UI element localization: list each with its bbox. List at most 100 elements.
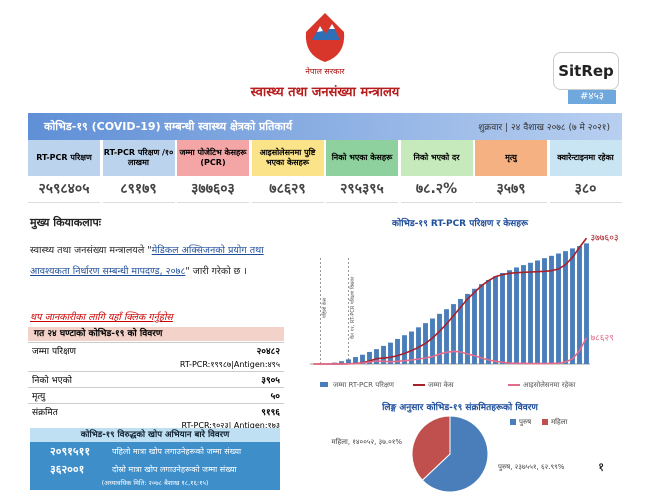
- table-row: निको भएको ३९०५: [28, 371, 284, 388]
- card-label: आइसोलेसनमा पुष्टि भएका केसहरू: [251, 140, 324, 176]
- legend-swatch: [320, 382, 328, 387]
- pie-title: लिङ्ग अनुसार कोभिड-१९ संक्रमितहरूको विवर…: [382, 403, 538, 413]
- vaccine-count: २०९१५११: [50, 444, 91, 458]
- row-label: निको भएको: [32, 376, 72, 386]
- card-value: २५९८४०५: [28, 176, 100, 203]
- card-label: निको भएका केसहरू: [326, 140, 398, 176]
- stat-card: आइसोलेसनमा पुष्टि भएका केसहरू ७८६२९: [251, 140, 324, 204]
- card-label: RT-PCR परिक्षण /१० लाखमा: [102, 140, 175, 176]
- link[interactable]: मेडिकल अक्सिजनको प्रयोग तथा आवश्यकता निर…: [30, 245, 264, 277]
- card-label: जम्मा पोजेटिभ केसहरू (PCR): [177, 140, 249, 176]
- bar: [444, 309, 449, 364]
- bar: [584, 243, 589, 364]
- bar: [514, 267, 519, 364]
- bar: [374, 349, 379, 364]
- pie-slice: [411, 415, 451, 481]
- bar: [465, 293, 470, 364]
- pie-label: पुरुष, २३७५५१, ६२.९९%: [498, 463, 565, 471]
- stat-card: क्वारेन्टाइनमा रहेका ३८०: [549, 140, 622, 204]
- bar: [395, 338, 400, 364]
- bar: [388, 342, 393, 364]
- line: [313, 337, 588, 365]
- row-value: ३९०५: [261, 376, 280, 386]
- banner-title: कोभिड-१९ (COVID-19) सम्बन्धी स्वास्थ्य क…: [44, 120, 293, 133]
- vaccine-title: कोभिड-१९ विरुद्धको खोप अभियान बारे विवरण: [30, 428, 280, 442]
- pie-label: महिला, १४००५२, ३७.०१%: [332, 437, 403, 446]
- pie-slice: [421, 415, 489, 493]
- row-value: ९१९६: [261, 408, 280, 418]
- legend-swatch: [510, 419, 516, 425]
- text: स्वास्थ्य तथा जनसंख्या मन्त्रालयले ": [30, 245, 152, 256]
- bar: [437, 313, 442, 364]
- sitrep-badge: SitRep: [553, 52, 619, 90]
- legend-swatch: [542, 419, 548, 425]
- bar: [451, 304, 456, 364]
- card-value: ३५७९: [475, 176, 547, 203]
- table-row: संक्रमित ९१९६: [28, 403, 284, 420]
- card-value: ७८.२%: [400, 176, 473, 203]
- value-label: ३७७६०३: [591, 234, 619, 244]
- card-value: ३७७६०३: [177, 176, 249, 203]
- vaccine-note: (अध्यावधिक मिति: २०७८ बैशाख १८,१६:१५): [101, 479, 209, 487]
- bar: [409, 331, 414, 364]
- bar: [556, 253, 561, 364]
- vaccine-row: २०९१५११ पहिलो मात्रा खोप लगाउनेहरूको जम्म…: [30, 442, 280, 460]
- legend-label: जम्मा केस: [428, 380, 454, 389]
- stat-card: निको भएका केसहरू २९५३९५: [326, 140, 398, 204]
- bar: [367, 351, 372, 364]
- row-value: २०४८२: [256, 347, 280, 357]
- bar: [353, 357, 358, 364]
- banner-date: शुक्रवार | २४ वैशाख २०७८ (७ मे २०२१): [478, 123, 610, 133]
- stat-card: निको भएको दर ७८.२%: [400, 140, 473, 204]
- pie-chart: पुरुष महिला पुरुष, २३७५५१, ६२.९९% महिला, १४…: [332, 415, 567, 493]
- bar: [500, 273, 505, 364]
- legend-label: महिला: [551, 417, 567, 426]
- row-label: संक्रमित: [32, 408, 58, 418]
- bar: [577, 246, 582, 364]
- row-value: ५०: [270, 392, 280, 402]
- table-subrow: RT-PCR:१९९८७|Antigen:४९५: [28, 358, 284, 372]
- bar: [416, 327, 421, 364]
- vaccine-count: ३६२००१: [50, 462, 85, 476]
- bar: [381, 345, 386, 364]
- bar: [507, 270, 512, 364]
- page-number: १: [598, 460, 605, 474]
- row-sub: RT-PCR:९०२३| Antigen:१७३: [181, 421, 280, 430]
- chart-title: कोभिड-१९ RT-PCR परिक्षण र केसहरू: [391, 219, 529, 229]
- activities-heading: मुख्य कियाकलापः: [30, 216, 101, 229]
- bar: [486, 279, 491, 364]
- stat-card: RT-PCR परिक्षण २५९८४०५: [28, 140, 100, 204]
- stat-card: RT-PCR परिक्षण /१० लाखमा ८९१७९: [102, 140, 175, 204]
- table-row: जम्मा परिक्षण २०४८२: [28, 342, 284, 359]
- more-link[interactable]: थप जानकारीका लागि यहाँ क्लिक गर्नुहोस: [30, 312, 173, 323]
- card-label: RT-PCR परिक्षण: [28, 140, 100, 176]
- legend-label: जम्मा RT-PCR परिक्षण: [333, 380, 395, 389]
- bar: [472, 288, 477, 364]
- bar: [339, 361, 344, 364]
- card-label: निको भएको दर: [400, 140, 473, 176]
- text: " जारी गरेको छ ।: [185, 266, 247, 277]
- bar: [402, 335, 407, 364]
- activities-text: स्वास्थ्य तथा जनसंख्या मन्त्रालयले "मेडि…: [30, 240, 270, 282]
- stat-card: जम्मा पोजेटिभ केसहरू (PCR) ३७७६०३: [177, 140, 249, 204]
- value-label: ७८६२९: [591, 333, 614, 343]
- banner: कोभिड-१९ (COVID-19) सम्बन्धी स्वास्थ्य क…: [28, 113, 622, 140]
- card-value: २९५३९५: [326, 176, 398, 203]
- legend-label: पुरुष: [519, 418, 532, 426]
- table-title: गत २४ घण्टाको कोभिड-१९ को विवरण: [28, 327, 284, 341]
- card-value: ७८६२९: [251, 176, 324, 203]
- legend-label: आइसोलेसनमा रहेका: [523, 380, 576, 389]
- card-value: ८९१७९: [102, 176, 175, 203]
- emblem: [305, 13, 345, 62]
- vaccine-rows: २०९१५११ पहिलो मात्रा खोप लगाउनेहरूको जम्म…: [30, 442, 280, 478]
- table-subrow: RT-PCR:९०२३| Antigen:१७३: [28, 419, 284, 432]
- bar: [570, 248, 575, 364]
- issue-number: #४५३: [568, 90, 616, 104]
- bar: [479, 284, 484, 364]
- card-label: क्वारेन्टाइनमा रहेका: [549, 140, 622, 176]
- row-sub: RT-PCR:१९९८७|Antigen:४९५: [179, 360, 280, 369]
- card-value: ३८०: [549, 176, 622, 203]
- bar: [563, 251, 568, 364]
- row-label: मृत्यु: [32, 392, 46, 402]
